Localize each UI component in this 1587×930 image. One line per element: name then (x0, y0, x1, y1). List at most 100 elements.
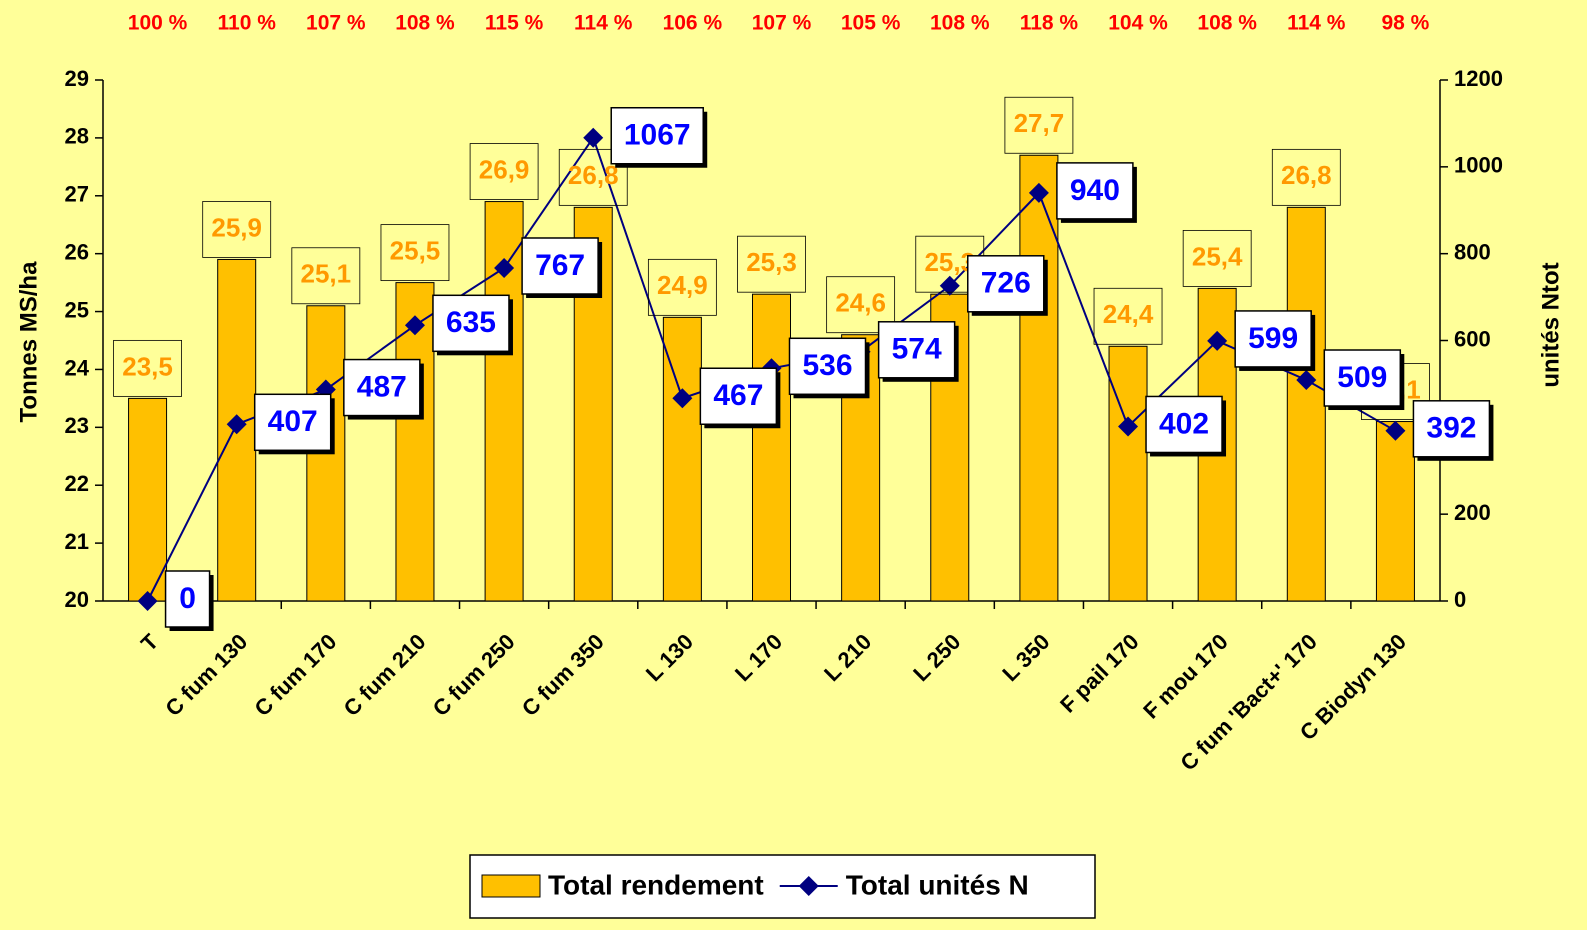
line-marker (494, 257, 515, 278)
bar-label: 27,7 (1014, 108, 1065, 138)
y2-tick-label: 1000 (1454, 153, 1503, 178)
percent-annotation: 107 % (306, 12, 366, 35)
percent-annotation: 98 % (1381, 12, 1429, 35)
bar-label-box (1004, 96, 1074, 154)
line-label-box (343, 358, 421, 417)
bar-label-box (1182, 229, 1252, 287)
y-tick-label: 27 (65, 182, 89, 207)
legend-swatch (481, 874, 541, 898)
line-label: 509 (1337, 361, 1387, 394)
y-tick-label: 22 (65, 471, 89, 496)
bar-label: 26,9 (479, 154, 530, 184)
line-label-box (432, 294, 510, 353)
line-label: 635 (446, 306, 496, 339)
line-marker (404, 315, 425, 336)
y-tick-label: 20 (65, 587, 89, 612)
line-label-box (967, 255, 1045, 313)
line-label-box (1145, 395, 1223, 454)
y-axis-title: Tonnes MS/ha (15, 261, 42, 423)
percent-annotation: 115 % (485, 12, 544, 35)
percent-annotation: 108 % (1197, 12, 1257, 35)
bar (662, 316, 702, 602)
y-tick-label: 29 (65, 66, 89, 91)
bar-label-box (113, 339, 182, 397)
bar-label-box (291, 247, 361, 305)
percent-annotation: 105 % (841, 12, 901, 35)
bar-label: 24,4 (1103, 299, 1154, 329)
bar-label-box (380, 224, 450, 282)
bar (1108, 345, 1148, 602)
line-marker (939, 275, 960, 296)
percent-annotation: 100 % (128, 12, 188, 35)
bar (1019, 154, 1059, 602)
y-tick-label: 25 (65, 297, 89, 322)
line-label: 467 (713, 379, 763, 412)
bar (752, 293, 791, 602)
line-label: 0 (179, 582, 196, 615)
line-marker (137, 591, 158, 611)
bar-label: 26,8 (1281, 160, 1332, 190)
line-marker (1118, 416, 1139, 437)
bar-label: 26,8 (568, 160, 619, 190)
bar-label: 23,5 (122, 351, 173, 381)
line-label-box (1056, 162, 1134, 220)
y2-tick-label: 800 (1454, 239, 1491, 264)
bar-label: 25,4 (1192, 241, 1243, 271)
line-label-box (877, 321, 956, 379)
bar-label-box (647, 258, 717, 316)
y-tick-label: 26 (65, 239, 89, 264)
line-marker (583, 127, 604, 148)
legend-label: Total rendement (548, 869, 764, 900)
y-tick-label: 21 (65, 529, 89, 554)
y2-axis-title: unités Ntot (1537, 262, 1564, 387)
line-marker (1385, 420, 1406, 441)
line-label: 407 (268, 405, 318, 438)
line-label: 599 (1248, 322, 1298, 355)
y-tick-label: 28 (65, 124, 89, 149)
line-label: 767 (535, 249, 585, 282)
bar-label: 25,3 (924, 247, 975, 277)
line-label-box (1234, 310, 1312, 368)
bar-label-box (202, 201, 272, 258)
line-label: 487 (357, 370, 407, 403)
line-label-box (788, 337, 867, 396)
percent-annotation: 114 % (1287, 12, 1346, 35)
legend-label: Total unités N (846, 869, 1029, 900)
legend-marker (798, 876, 819, 896)
y-tick-label: 24 (65, 355, 90, 380)
y-tick-label: 23 (65, 413, 89, 438)
line-label: 1067 (624, 119, 691, 152)
y2-tick-label: 200 (1454, 500, 1491, 525)
line-label-box (253, 393, 332, 452)
bar-label-box (558, 148, 628, 206)
line-marker (1028, 182, 1049, 203)
bar-label: 24,9 (657, 270, 708, 300)
bar-label: 24,6 (835, 288, 886, 318)
percent-annotation: 118 % (1020, 12, 1079, 35)
line-marker (226, 414, 247, 435)
bar-label-box (1093, 287, 1163, 345)
y2-tick-label: 600 (1454, 326, 1491, 351)
line-label-box (521, 237, 599, 295)
percent-annotation: 108 % (930, 12, 990, 35)
line-label: 392 (1426, 412, 1476, 445)
bar-label: 25,1 (301, 259, 352, 289)
y2-tick-label: 0 (1454, 587, 1466, 612)
percent-annotation: 114 % (574, 12, 633, 35)
bar-label: 25,3 (746, 247, 797, 277)
bar (1375, 421, 1415, 602)
bar-label-box (1271, 148, 1341, 206)
bar (395, 282, 435, 602)
line-marker (672, 388, 693, 409)
line-label: 940 (1070, 174, 1120, 207)
bar-label-box (469, 143, 539, 200)
line-marker (1207, 330, 1228, 351)
line-marker (1296, 370, 1317, 391)
line-label: 402 (1159, 407, 1209, 440)
bar (1286, 206, 1326, 602)
percent-annotation: 108 % (395, 12, 455, 35)
line-label-box (164, 570, 211, 628)
line-label-box (699, 367, 778, 425)
line-label: 574 (892, 333, 942, 366)
line-label-box (1323, 349, 1402, 407)
